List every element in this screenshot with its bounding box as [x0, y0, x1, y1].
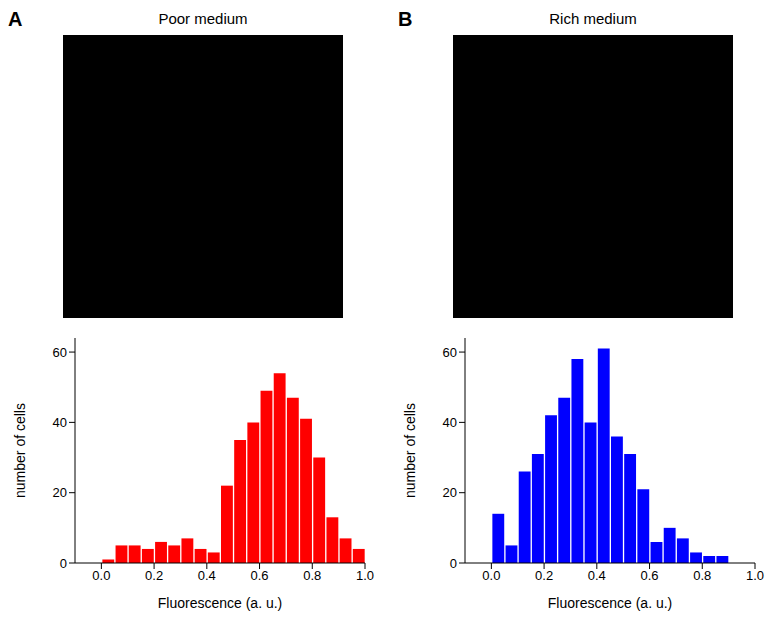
svg-text:0.6: 0.6 [251, 568, 269, 583]
svg-text:number of cells: number of cells [12, 403, 28, 498]
svg-text:0.0: 0.0 [482, 568, 500, 583]
svg-text:0.4: 0.4 [588, 568, 606, 583]
svg-text:1.0: 1.0 [746, 568, 764, 583]
svg-text:Fluorescence (a. u.): Fluorescence (a. u.) [548, 595, 673, 611]
html-text:Rich medium: Rich medium [549, 10, 637, 27]
svg-text:0.2: 0.2 [535, 568, 553, 583]
svg-text:0: 0 [60, 556, 67, 571]
html-text:Poor medium: Poor medium [158, 10, 248, 27]
svg-text:40: 40 [53, 415, 67, 430]
html-text:B: B [398, 8, 413, 30]
svg-text:0: 0 [450, 556, 457, 571]
svg-text:20: 20 [53, 485, 67, 500]
svg-text:60: 60 [53, 345, 67, 360]
svg-text:0.8: 0.8 [693, 568, 711, 583]
svg-text:number of cells: number of cells [402, 403, 418, 498]
svg-text:0.2: 0.2 [145, 568, 163, 583]
svg-text:40: 40 [443, 415, 457, 430]
svg-text:0.0: 0.0 [92, 568, 110, 583]
svg-text:60: 60 [443, 345, 457, 360]
svg-text:0.8: 0.8 [303, 568, 321, 583]
svg-text:Fluorescence (a. u.): Fluorescence (a. u.) [158, 595, 283, 611]
svg-text:1.0: 1.0 [356, 568, 374, 583]
html-text:A: A [8, 8, 23, 30]
svg-text:0.6: 0.6 [641, 568, 659, 583]
svg-text:0.4: 0.4 [198, 568, 216, 583]
svg-text:20: 20 [443, 485, 457, 500]
